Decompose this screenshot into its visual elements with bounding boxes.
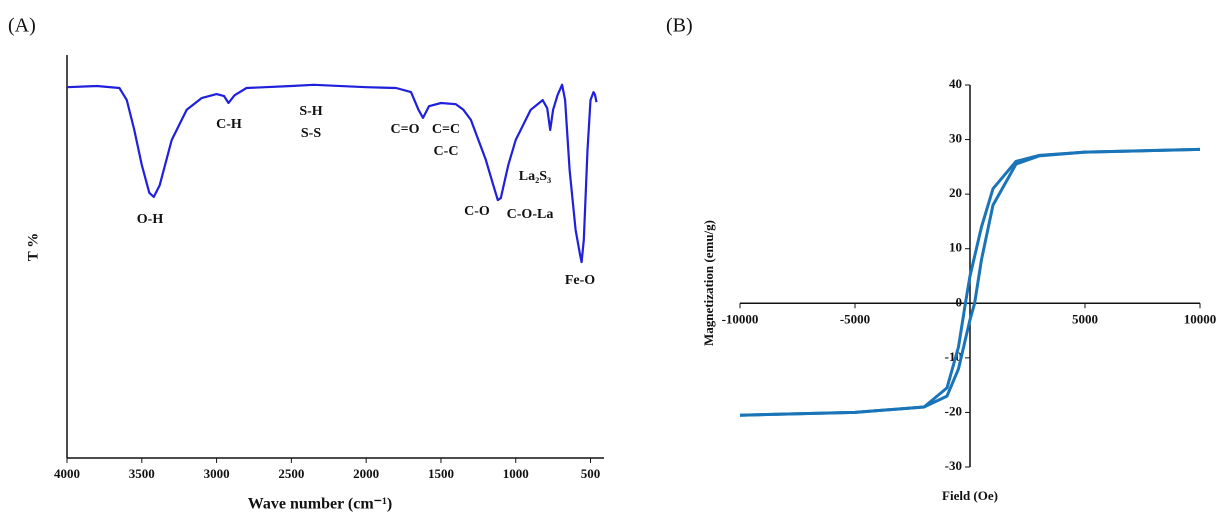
x-axis-label: Wave number (cm⁻¹)	[248, 496, 392, 513]
annotation: S-S	[301, 126, 321, 141]
x-tick-label: 3500	[129, 466, 155, 481]
panel-label: (A)	[8, 15, 36, 37]
annotation: O-H	[137, 212, 164, 227]
y-tick-label: 10	[949, 240, 962, 255]
panel-label: (B)	[666, 15, 693, 37]
annotation: S-H	[299, 104, 322, 119]
annotation: C=O	[391, 122, 420, 137]
y-tick-label: 30	[949, 131, 962, 146]
annotation: C-O-La	[507, 207, 554, 222]
y-tick-label: -30	[945, 458, 962, 473]
y-tick-label: -20	[945, 403, 962, 418]
annotation: C-O	[464, 204, 490, 219]
x-tick-label: 1500	[428, 466, 454, 481]
annotation: C-H	[216, 117, 242, 132]
annotation: C-C	[434, 144, 459, 159]
y-tick-label: 40	[949, 76, 962, 91]
x-tick-label: 2000	[353, 466, 379, 481]
x-axis-label: Field (Oe)	[942, 488, 998, 503]
x-tick-label: 3000	[204, 466, 230, 481]
y-axis-label: Magnetization (emu/g)	[701, 220, 716, 346]
x-tick-label: 10000	[1184, 311, 1217, 326]
x-tick-label: 1000	[503, 466, 529, 481]
x-tick-label: 500	[581, 466, 601, 481]
x-tick-label: -10000	[722, 311, 759, 326]
data-line	[739, 147, 1201, 417]
x-tick-label: 2500	[278, 466, 304, 481]
annotation: La₂S₃	[519, 169, 552, 184]
x-tick-label: 4000	[54, 466, 80, 481]
y-tick-label: 0	[956, 294, 963, 309]
x-tick-label: -5000	[840, 311, 870, 326]
y-axis-label: T %	[25, 233, 41, 261]
y-tick-label: 20	[949, 185, 962, 200]
data-line	[66, 83, 598, 264]
x-tick-label: 5000	[1072, 311, 1098, 326]
annotation: C=C	[432, 122, 460, 137]
annotation: Fe-O	[565, 273, 595, 288]
